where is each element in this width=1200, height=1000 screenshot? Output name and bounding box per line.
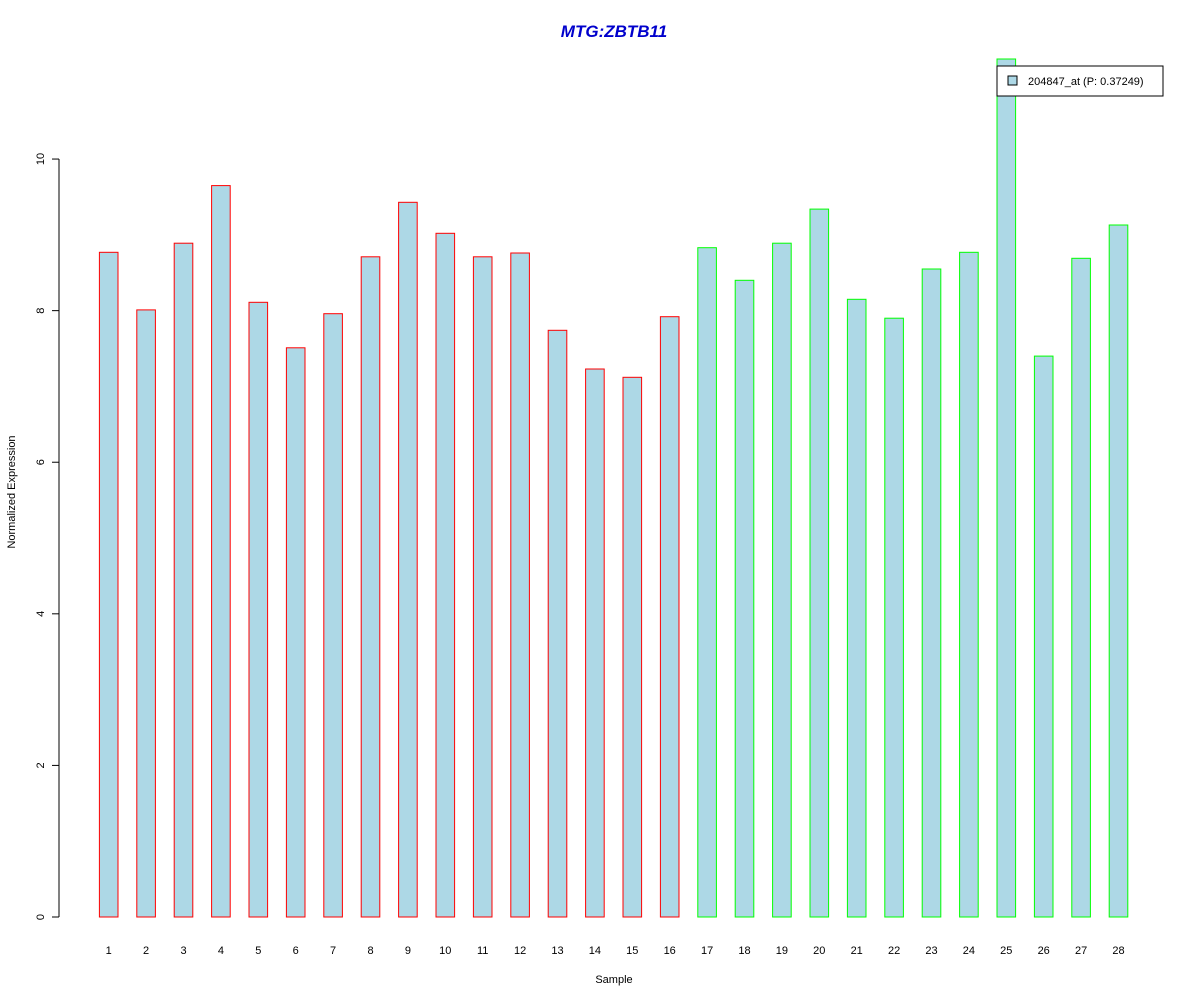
x-tick-labels: 1 2 3 4 5 6 7 8 9 10 11 12 13 14 15 16 17 18 19 20 21 22 23 24 2…	[106, 945, 1125, 957]
x-tick-label: 13	[551, 945, 563, 957]
bar	[884, 317, 904, 918]
bar	[547, 329, 568, 918]
bar	[921, 268, 942, 918]
bar	[959, 251, 979, 918]
x-tick-label: 4	[218, 945, 224, 957]
x-tick-label: 22	[888, 945, 900, 957]
y-tick-label: 8	[35, 308, 47, 314]
bar	[1108, 224, 1129, 918]
bar	[1033, 355, 1054, 918]
bar	[585, 368, 605, 918]
y-tick-label: 6	[35, 459, 47, 465]
legend-label: 204847_at (P: 0.37249)	[1028, 76, 1144, 88]
y-tick-label: 0	[35, 914, 47, 920]
x-tick-label: 7	[330, 945, 336, 957]
bar	[1071, 257, 1091, 918]
x-tick-label: 27	[1075, 945, 1087, 957]
x-tick-label: 10	[439, 945, 451, 957]
x-tick-label: 28	[1112, 945, 1124, 957]
x-tick-label: 25	[1000, 945, 1012, 957]
x-tick-label: 14	[589, 945, 601, 957]
x-tick-label: 1	[106, 945, 112, 957]
x-tick-label: 11	[477, 945, 488, 957]
x-tick-label: 16	[664, 945, 676, 957]
bar	[323, 313, 343, 918]
x-tick-label: 12	[514, 945, 526, 957]
legend-swatch	[1007, 75, 1018, 86]
x-tick-label: 23	[925, 945, 937, 957]
x-tick-label: 20	[813, 945, 825, 957]
x-tick-label: 17	[701, 945, 713, 957]
y-tick-label: 4	[35, 611, 47, 617]
y-tick-label: 10	[35, 153, 47, 165]
x-axis-label: Sample	[595, 974, 632, 986]
bars-group	[98, 58, 1129, 918]
x-tick-label: 3	[180, 945, 186, 957]
bar	[472, 256, 493, 918]
bar	[398, 201, 418, 918]
x-tick-label: 9	[405, 945, 411, 957]
x-tick-label: 19	[776, 945, 788, 957]
bar	[996, 58, 1017, 918]
legend-box	[996, 65, 1164, 97]
chart-title: MTG:ZBTB11	[561, 22, 667, 41]
x-tick-label: 24	[963, 945, 975, 957]
x-tick-label: 2	[143, 945, 149, 957]
bar	[697, 247, 717, 918]
x-tick-label: 26	[1038, 945, 1050, 957]
x-tick-label: 5	[255, 945, 261, 957]
bar	[211, 185, 231, 918]
bar	[248, 301, 269, 918]
bar	[173, 242, 194, 918]
bar	[510, 252, 530, 918]
bar	[659, 316, 680, 918]
y-axis: 0 2 4 6 8 10	[35, 153, 60, 920]
bar	[435, 232, 456, 918]
y-axis-label: Normalized Expression	[6, 435, 18, 548]
y-tick-label: 2	[35, 762, 47, 768]
bar	[772, 242, 792, 918]
bar	[98, 251, 119, 918]
bar	[285, 347, 306, 918]
x-tick-label: 21	[851, 945, 863, 957]
bar	[846, 298, 867, 918]
legend: 204847_at (P: 0.37249)	[996, 65, 1164, 97]
bar	[734, 279, 755, 918]
bar	[360, 256, 381, 918]
x-tick-label: 6	[293, 945, 299, 957]
bar	[622, 376, 643, 918]
bar	[136, 309, 156, 918]
bar	[809, 208, 830, 918]
x-tick-label: 8	[367, 945, 373, 957]
x-tick-label: 18	[738, 945, 750, 957]
x-tick-label: 15	[626, 945, 638, 957]
